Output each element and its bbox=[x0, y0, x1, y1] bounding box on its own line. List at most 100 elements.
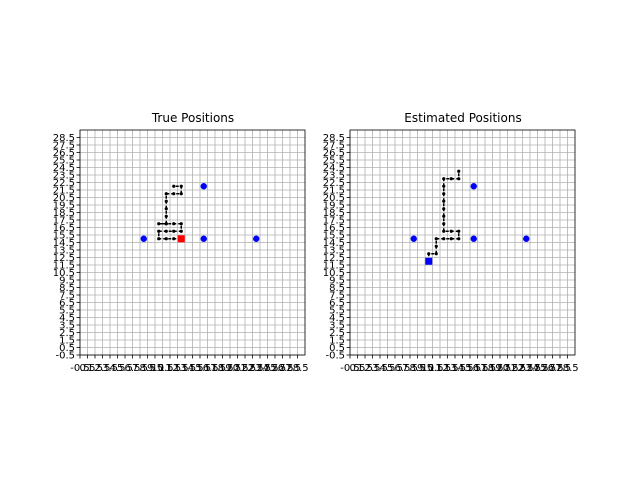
x-tick-label: 11.5 bbox=[159, 363, 181, 374]
y-tick-label: 24.5 bbox=[323, 163, 345, 174]
path-point bbox=[457, 177, 461, 181]
x-tick-label: 18.5 bbox=[481, 363, 503, 374]
x-tick-label: 13.5 bbox=[444, 363, 466, 374]
path-point bbox=[164, 192, 168, 196]
landmark-point bbox=[470, 183, 477, 190]
x-tick-label: 26.5 bbox=[541, 363, 563, 374]
y-tick-label: 16.5 bbox=[53, 223, 75, 234]
path-point bbox=[434, 252, 438, 256]
x-tick-label: 20.5 bbox=[496, 363, 518, 374]
x-tick-label: 21.5 bbox=[234, 363, 256, 374]
x-tick-label: 18.5 bbox=[211, 363, 233, 374]
y-tick-label: 27.5 bbox=[323, 141, 345, 152]
y-tick-label: -0.5 bbox=[325, 351, 345, 362]
x-tick-label: 23.5 bbox=[519, 363, 541, 374]
y-tick-label: 19.5 bbox=[323, 201, 345, 212]
current-position-marker bbox=[425, 257, 433, 265]
path-point bbox=[164, 199, 168, 203]
path-point bbox=[457, 169, 461, 173]
x-tick-label: 9.5 bbox=[417, 363, 433, 374]
x-tick-label: 14.5 bbox=[451, 363, 473, 374]
y-tick-label: 20.5 bbox=[53, 193, 75, 204]
y-tick-label: -0.5 bbox=[55, 351, 75, 362]
x-tick-label: 28.5 bbox=[556, 363, 578, 374]
y-tick-label: 17.5 bbox=[323, 216, 345, 227]
path-point bbox=[164, 214, 168, 218]
y-tick-label: 22.5 bbox=[53, 178, 75, 189]
y-tick-label: 0.5 bbox=[59, 343, 75, 354]
path-point bbox=[172, 229, 176, 233]
path-point bbox=[179, 222, 183, 226]
path-point bbox=[457, 229, 461, 233]
y-tick-label: 2.5 bbox=[329, 328, 345, 339]
x-tick-label: 4.5 bbox=[110, 363, 126, 374]
path-point bbox=[157, 237, 161, 241]
x-tick-label: 5.5 bbox=[117, 363, 133, 374]
current-position-marker bbox=[177, 235, 185, 243]
path-point bbox=[164, 237, 168, 241]
x-tick-label: 3.5 bbox=[102, 363, 118, 374]
y-tick-label: 26.5 bbox=[53, 148, 75, 159]
x-tick-label: 27.5 bbox=[549, 363, 571, 374]
y-tick-label: 1.5 bbox=[329, 336, 345, 347]
x-tick-label: 2.5 bbox=[95, 363, 111, 374]
x-tick-label: 5.5 bbox=[387, 363, 403, 374]
y-tick-label: 5.5 bbox=[329, 306, 345, 317]
plot-estimated-positions: -0.50.51.52.53.54.55.56.57.58.59.510.511… bbox=[323, 129, 579, 374]
x-tick-label: 28.5 bbox=[286, 363, 308, 374]
x-tick-label: 10.5 bbox=[151, 363, 173, 374]
y-tick-label: 22.5 bbox=[323, 178, 345, 189]
x-tick-label: 0.5 bbox=[80, 363, 96, 374]
x-tick-label: 6.5 bbox=[125, 363, 141, 374]
chart-title-estimated: Estimated Positions bbox=[404, 111, 521, 125]
axes-frame bbox=[79, 129, 306, 356]
y-tick-label: 7.5 bbox=[329, 291, 345, 302]
path-point bbox=[179, 229, 183, 233]
x-tick-label: 6.5 bbox=[395, 363, 411, 374]
y-tick-label: 4.5 bbox=[329, 313, 345, 324]
path-point bbox=[442, 207, 446, 211]
x-tick-label: 25.5 bbox=[534, 363, 556, 374]
y-tick-label: 8.5 bbox=[59, 283, 75, 294]
y-tick-label: 8.5 bbox=[329, 283, 345, 294]
x-tick-label: 20.5 bbox=[226, 363, 248, 374]
y-tick-label: 25.5 bbox=[323, 156, 345, 167]
x-tick-label: 24.5 bbox=[526, 363, 548, 374]
path-point bbox=[164, 222, 168, 226]
path-point bbox=[434, 237, 438, 241]
y-tick-label: 21.5 bbox=[323, 186, 345, 197]
chart-title-true: True Positions bbox=[151, 111, 234, 125]
path-point bbox=[179, 192, 183, 196]
path-point bbox=[442, 184, 446, 188]
x-tick-label: 1.5 bbox=[357, 363, 373, 374]
x-tick-label: 19.5 bbox=[219, 363, 241, 374]
path-point bbox=[179, 184, 183, 188]
y-tick-label: 10.5 bbox=[53, 268, 75, 279]
y-tick-label: 10.5 bbox=[323, 268, 345, 279]
y-tick-label: 0.5 bbox=[329, 343, 345, 354]
x-tick-label: 12.5 bbox=[436, 363, 458, 374]
path-point bbox=[442, 177, 446, 181]
y-tick-label: 2.5 bbox=[59, 328, 75, 339]
x-tick-label: 2.5 bbox=[365, 363, 381, 374]
path-point bbox=[157, 229, 161, 233]
x-tick-label: 26.5 bbox=[271, 363, 293, 374]
path-point bbox=[172, 222, 176, 226]
path-point bbox=[442, 222, 446, 226]
x-tick-label: 15.5 bbox=[189, 363, 211, 374]
y-tick-label: 18.5 bbox=[53, 208, 75, 219]
y-tick-label: 12.5 bbox=[53, 253, 75, 264]
x-tick-label: 25.5 bbox=[264, 363, 286, 374]
x-tick-label: 15.5 bbox=[459, 363, 481, 374]
x-tick-label: 13.5 bbox=[174, 363, 196, 374]
x-tick-label: 7.5 bbox=[132, 363, 148, 374]
y-tick-label: 17.5 bbox=[53, 216, 75, 227]
axes-frame bbox=[349, 129, 576, 356]
x-tick-label: 11.5 bbox=[429, 363, 451, 374]
path-point bbox=[457, 237, 461, 241]
path-point bbox=[164, 229, 168, 233]
y-tick-label: 4.5 bbox=[59, 313, 75, 324]
path-point bbox=[449, 229, 453, 233]
y-tick-label: 28.5 bbox=[323, 133, 345, 144]
